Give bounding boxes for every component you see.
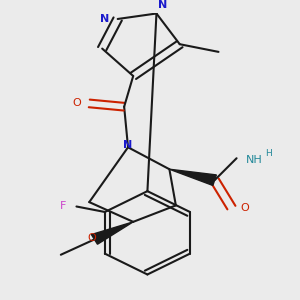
Text: H: H	[266, 149, 272, 158]
Text: NH: NH	[246, 155, 263, 165]
Text: O: O	[88, 233, 96, 243]
Text: O: O	[240, 202, 249, 213]
Polygon shape	[169, 169, 216, 185]
Text: O: O	[72, 98, 81, 108]
Polygon shape	[92, 222, 133, 244]
Text: N: N	[100, 14, 110, 24]
Text: F: F	[60, 202, 67, 212]
Text: N: N	[158, 0, 167, 10]
Text: N: N	[123, 140, 133, 150]
